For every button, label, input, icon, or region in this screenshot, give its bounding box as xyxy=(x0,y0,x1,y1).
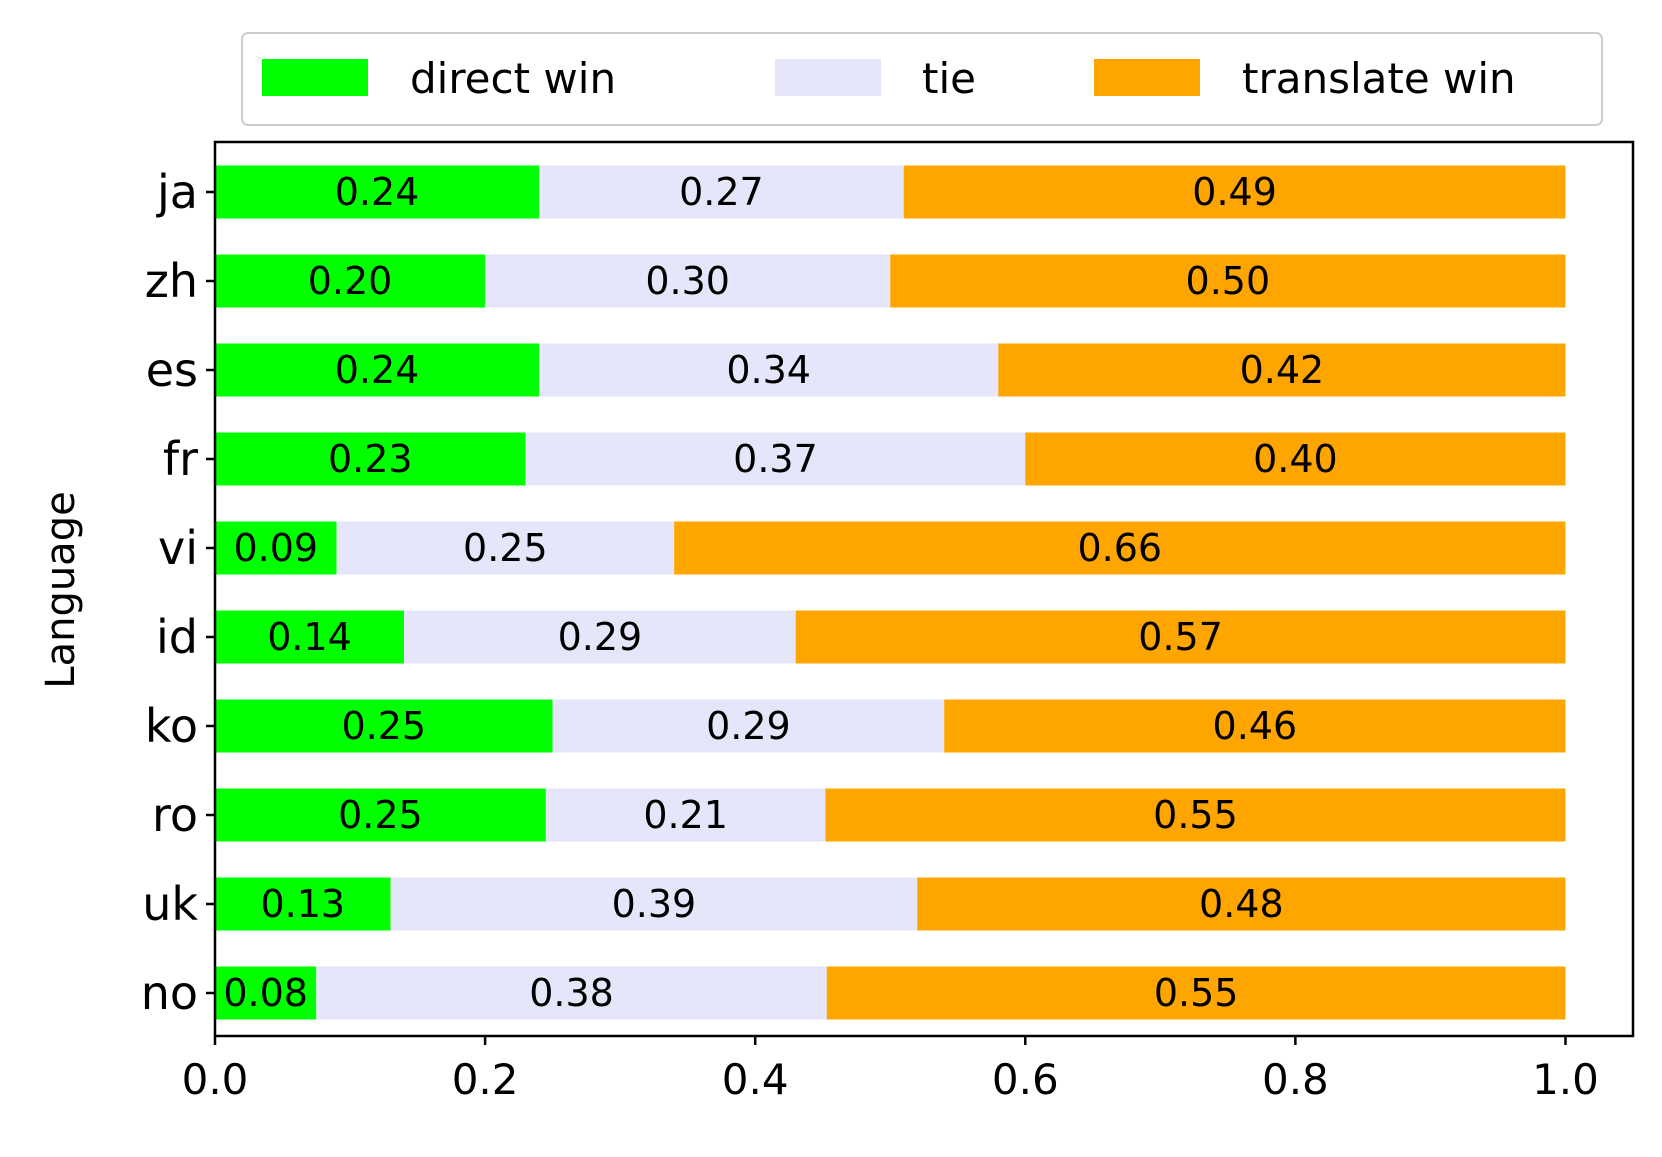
bar-segment-ko-translate-win xyxy=(944,699,1566,753)
y-tick-label-es: es xyxy=(146,343,198,397)
bar-label-ro-tie: 0.21 xyxy=(643,793,728,837)
bar-label-fr-translate-win: 0.40 xyxy=(1253,437,1338,481)
bar-segment-zh-direct-win xyxy=(215,254,486,308)
bar-segment-id-translate-win xyxy=(795,610,1566,664)
bar-label-id-direct-win: 0.14 xyxy=(267,615,352,659)
x-tick-label-0.4: 0.4 xyxy=(722,1055,789,1104)
bar-segment-no-direct-win xyxy=(215,966,317,1020)
bar-segment-es-tie xyxy=(539,343,999,397)
bar-label-es-tie: 0.34 xyxy=(726,348,811,392)
legend-swatch-tie xyxy=(775,59,881,96)
y-tick-label-zh: zh xyxy=(145,254,198,308)
bar-label-es-translate-win: 0.42 xyxy=(1240,348,1325,392)
bar-segment-zh-tie xyxy=(485,254,891,308)
bar-segment-ja-tie xyxy=(539,165,904,219)
bar-label-vi-tie: 0.25 xyxy=(463,526,548,570)
bar-segment-vi-direct-win xyxy=(215,521,337,575)
bar-segment-no-tie xyxy=(316,966,827,1020)
bar-label-ko-direct-win: 0.25 xyxy=(342,704,427,748)
bar-label-fr-tie: 0.37 xyxy=(733,437,818,481)
y-tick-label-fr: fr xyxy=(163,432,198,486)
y-tick-label-id: id xyxy=(156,610,198,664)
bar-label-id-translate-win: 0.57 xyxy=(1138,615,1223,659)
y-tick-label-vi: vi xyxy=(158,521,198,575)
x-tick-label-1.0: 1.0 xyxy=(1532,1055,1599,1104)
bar-label-zh-translate-win: 0.50 xyxy=(1186,259,1271,303)
bar-segment-es-translate-win xyxy=(998,343,1566,397)
bar-label-ro-direct-win: 0.25 xyxy=(338,793,423,837)
x-tick-label-0.0: 0.0 xyxy=(182,1055,249,1104)
bar-segment-ro-direct-win xyxy=(215,788,546,842)
y-axis: ja zh es fr vi id ko ro uk no xyxy=(141,165,215,1020)
bar-segment-fr-translate-win xyxy=(1025,432,1566,486)
plot-frame xyxy=(213,140,1635,1038)
bar-label-uk-direct-win: 0.13 xyxy=(260,882,345,926)
bar-segment-ko-direct-win xyxy=(215,699,553,753)
legend-swatch-direct-win xyxy=(262,59,368,96)
y-axis-title: Language xyxy=(38,491,84,688)
bar-label-es-direct-win: 0.24 xyxy=(335,348,420,392)
legend: direct win tie translate win xyxy=(241,32,1603,126)
bar-segment-fr-direct-win xyxy=(215,432,526,486)
bar-label-ja-direct-win: 0.24 xyxy=(335,170,420,214)
bar-segment-zh-translate-win xyxy=(890,254,1566,308)
bar-label-no-translate-win: 0.55 xyxy=(1154,971,1239,1015)
bar-label-ko-translate-win: 0.46 xyxy=(1213,704,1298,748)
bar-label-vi-translate-win: 0.66 xyxy=(1078,526,1163,570)
x-axis: 0.0 0.2 0.4 0.6 0.8 1.0 xyxy=(182,1036,1599,1104)
x-tick-label-0.6: 0.6 xyxy=(992,1055,1059,1104)
bar-label-no-tie: 0.38 xyxy=(529,971,614,1015)
bar-segment-id-direct-win xyxy=(215,610,405,664)
legend-frame xyxy=(241,32,1603,126)
bar-segment-ja-direct-win xyxy=(215,165,540,219)
legend-label-direct-win: direct win xyxy=(410,54,616,103)
bar-label-ja-translate-win: 0.49 xyxy=(1192,170,1277,214)
bar-label-ja-tie: 0.27 xyxy=(679,170,764,214)
bar-segment-fr-tie xyxy=(525,432,1026,486)
y-tick-label-uk: uk xyxy=(142,877,198,931)
bar-label-ro-translate-win: 0.55 xyxy=(1153,793,1238,837)
bar-segment-uk-translate-win xyxy=(917,877,1566,931)
bar-segment-ja-translate-win xyxy=(903,165,1566,219)
bar-segment-vi-translate-win xyxy=(674,521,1566,575)
y-tick-label-ro: ro xyxy=(152,788,198,842)
bar-labels-group: 0.24 0.27 0.49 0.20 0.30 0.50 0.24 0.34 0.42 0.23… xyxy=(223,170,1337,1015)
y-tick-label-ko: ko xyxy=(145,699,198,753)
bar-label-fr-direct-win: 0.23 xyxy=(328,437,413,481)
bar-label-uk-translate-win: 0.48 xyxy=(1199,882,1284,926)
bar-segment-uk-direct-win xyxy=(215,877,391,931)
bar-label-vi-direct-win: 0.09 xyxy=(233,526,318,570)
bar-segment-id-tie xyxy=(404,610,796,664)
bar-label-no-direct-win: 0.08 xyxy=(223,971,308,1015)
bar-segment-uk-tie xyxy=(390,877,918,931)
bar-segment-ro-tie xyxy=(545,788,826,842)
bar-segment-ro-translate-win xyxy=(825,788,1566,842)
bar-label-zh-direct-win: 0.20 xyxy=(308,259,393,303)
bar-label-id-tie: 0.29 xyxy=(558,615,643,659)
bar-segment-vi-tie xyxy=(336,521,675,575)
bar-segment-es-direct-win xyxy=(215,343,540,397)
bar-label-ko-tie: 0.29 xyxy=(706,704,791,748)
legend-swatch-translate-win xyxy=(1094,59,1200,96)
x-tick-label-0.8: 0.8 xyxy=(1262,1055,1329,1104)
y-tick-label-no: no xyxy=(141,966,198,1020)
bar-segment-no-translate-win xyxy=(826,966,1566,1020)
bar-label-uk-tie: 0.39 xyxy=(612,882,697,926)
bar-segment-ko-tie xyxy=(552,699,945,753)
legend-label-tie: tie xyxy=(922,54,976,103)
bars-group xyxy=(215,165,1566,1020)
legend-label-translate-win: translate win xyxy=(1242,54,1516,103)
bar-label-zh-tie: 0.30 xyxy=(645,259,730,303)
x-tick-label-0.2: 0.2 xyxy=(452,1055,519,1104)
y-tick-label-ja: ja xyxy=(156,165,198,219)
